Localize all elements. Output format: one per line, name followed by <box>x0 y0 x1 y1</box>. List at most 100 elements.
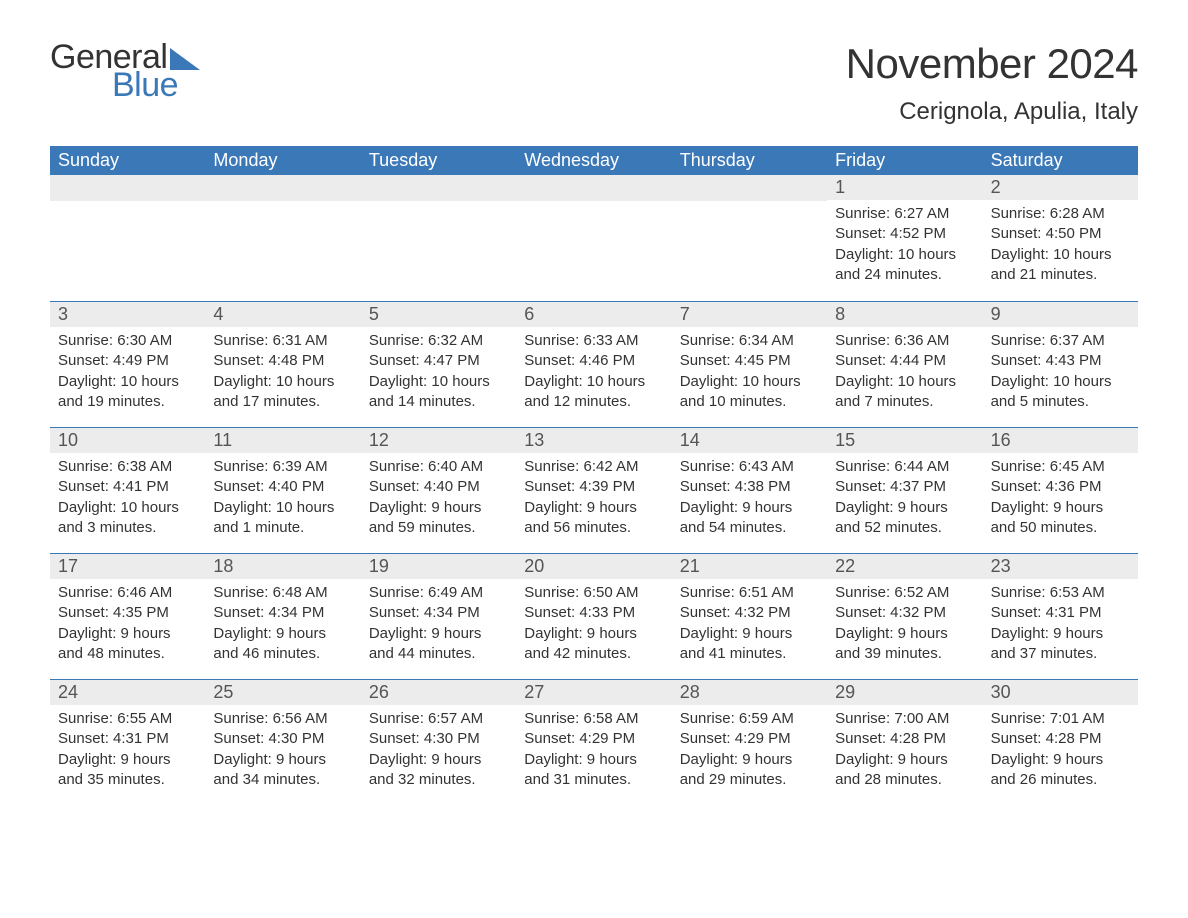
weeks-container: 1Sunrise: 6:27 AMSunset: 4:52 PMDaylight… <box>50 175 1138 805</box>
day-details: Sunrise: 6:51 AMSunset: 4:32 PMDaylight:… <box>672 579 827 672</box>
sunrise-text: Sunrise: 6:52 AM <box>835 583 974 603</box>
location-subtitle: Cerignola, Apulia, Italy <box>846 98 1138 126</box>
sunset-text: Sunset: 4:37 PM <box>835 477 974 497</box>
day-cell: 6Sunrise: 6:33 AMSunset: 4:46 PMDaylight… <box>516 302 671 427</box>
day-details: Sunrise: 6:31 AMSunset: 4:48 PMDaylight:… <box>205 327 360 420</box>
day-details: Sunrise: 6:57 AMSunset: 4:30 PMDaylight:… <box>361 705 516 798</box>
day-cell: 30Sunrise: 7:01 AMSunset: 4:28 PMDayligh… <box>983 680 1138 805</box>
day-cell: 7Sunrise: 6:34 AMSunset: 4:45 PMDaylight… <box>672 302 827 427</box>
day-details: Sunrise: 6:30 AMSunset: 4:49 PMDaylight:… <box>50 327 205 420</box>
day-number: 14 <box>672 428 827 453</box>
daylight-text: Daylight: 9 hours and 34 minutes. <box>213 750 352 791</box>
daylight-text: Daylight: 9 hours and 46 minutes. <box>213 624 352 665</box>
day-details: Sunrise: 6:36 AMSunset: 4:44 PMDaylight:… <box>827 327 982 420</box>
sunrise-text: Sunrise: 6:43 AM <box>680 457 819 477</box>
day-cell: 25Sunrise: 6:56 AMSunset: 4:30 PMDayligh… <box>205 680 360 805</box>
day-number: 13 <box>516 428 671 453</box>
week-row: 10Sunrise: 6:38 AMSunset: 4:41 PMDayligh… <box>50 427 1138 553</box>
daylight-text: Daylight: 10 hours and 19 minutes. <box>58 372 197 413</box>
day-header-monday: Monday <box>205 146 360 175</box>
day-number: 20 <box>516 554 671 579</box>
day-number: 2 <box>983 175 1138 200</box>
day-details: Sunrise: 6:34 AMSunset: 4:45 PMDaylight:… <box>672 327 827 420</box>
sunset-text: Sunset: 4:32 PM <box>680 603 819 623</box>
day-number: 6 <box>516 302 671 327</box>
day-cell: 5Sunrise: 6:32 AMSunset: 4:47 PMDaylight… <box>361 302 516 427</box>
day-details: Sunrise: 6:56 AMSunset: 4:30 PMDaylight:… <box>205 705 360 798</box>
day-details: Sunrise: 6:28 AMSunset: 4:50 PMDaylight:… <box>983 200 1138 293</box>
daylight-text: Daylight: 9 hours and 39 minutes. <box>835 624 974 665</box>
day-number: 30 <box>983 680 1138 705</box>
day-details: Sunrise: 6:39 AMSunset: 4:40 PMDaylight:… <box>205 453 360 546</box>
sunrise-text: Sunrise: 6:50 AM <box>524 583 663 603</box>
sunset-text: Sunset: 4:36 PM <box>991 477 1130 497</box>
day-number: 24 <box>50 680 205 705</box>
sunrise-text: Sunrise: 6:37 AM <box>991 331 1130 351</box>
day-number: 7 <box>672 302 827 327</box>
sunset-text: Sunset: 4:28 PM <box>991 729 1130 749</box>
sunset-text: Sunset: 4:30 PM <box>369 729 508 749</box>
sunset-text: Sunset: 4:41 PM <box>58 477 197 497</box>
daylight-text: Daylight: 10 hours and 17 minutes. <box>213 372 352 413</box>
sunrise-text: Sunrise: 6:30 AM <box>58 331 197 351</box>
sunrise-text: Sunrise: 6:32 AM <box>369 331 508 351</box>
day-cell: 10Sunrise: 6:38 AMSunset: 4:41 PMDayligh… <box>50 428 205 553</box>
day-cell: 24Sunrise: 6:55 AMSunset: 4:31 PMDayligh… <box>50 680 205 805</box>
daylight-text: Daylight: 9 hours and 48 minutes. <box>58 624 197 665</box>
day-number: 28 <box>672 680 827 705</box>
sunset-text: Sunset: 4:40 PM <box>213 477 352 497</box>
title-block: November 2024 Cerignola, Apulia, Italy <box>846 40 1138 126</box>
day-cell: 28Sunrise: 6:59 AMSunset: 4:29 PMDayligh… <box>672 680 827 805</box>
daylight-text: Daylight: 10 hours and 14 minutes. <box>369 372 508 413</box>
day-number: 11 <box>205 428 360 453</box>
sunrise-text: Sunrise: 6:36 AM <box>835 331 974 351</box>
day-header-sunday: Sunday <box>50 146 205 175</box>
sunrise-text: Sunrise: 6:56 AM <box>213 709 352 729</box>
day-header-wednesday: Wednesday <box>516 146 671 175</box>
day-number: 26 <box>361 680 516 705</box>
day-number: 3 <box>50 302 205 327</box>
sunrise-text: Sunrise: 6:59 AM <box>680 709 819 729</box>
day-number <box>205 175 360 201</box>
sunset-text: Sunset: 4:32 PM <box>835 603 974 623</box>
sunset-text: Sunset: 4:31 PM <box>991 603 1130 623</box>
sunrise-text: Sunrise: 6:46 AM <box>58 583 197 603</box>
sunset-text: Sunset: 4:33 PM <box>524 603 663 623</box>
day-details: Sunrise: 7:00 AMSunset: 4:28 PMDaylight:… <box>827 705 982 798</box>
sunrise-text: Sunrise: 6:53 AM <box>991 583 1130 603</box>
day-details: Sunrise: 6:46 AMSunset: 4:35 PMDaylight:… <box>50 579 205 672</box>
day-number: 5 <box>361 302 516 327</box>
daylight-text: Daylight: 9 hours and 54 minutes. <box>680 498 819 539</box>
day-number: 17 <box>50 554 205 579</box>
daylight-text: Daylight: 9 hours and 41 minutes. <box>680 624 819 665</box>
day-header-row: Sunday Monday Tuesday Wednesday Thursday… <box>50 146 1138 175</box>
week-row: 3Sunrise: 6:30 AMSunset: 4:49 PMDaylight… <box>50 301 1138 427</box>
day-cell: 13Sunrise: 6:42 AMSunset: 4:39 PMDayligh… <box>516 428 671 553</box>
day-cell: 26Sunrise: 6:57 AMSunset: 4:30 PMDayligh… <box>361 680 516 805</box>
sunrise-text: Sunrise: 6:51 AM <box>680 583 819 603</box>
day-number: 9 <box>983 302 1138 327</box>
day-details: Sunrise: 6:53 AMSunset: 4:31 PMDaylight:… <box>983 579 1138 672</box>
day-number <box>50 175 205 201</box>
sunset-text: Sunset: 4:34 PM <box>369 603 508 623</box>
day-cell: 21Sunrise: 6:51 AMSunset: 4:32 PMDayligh… <box>672 554 827 679</box>
sunrise-text: Sunrise: 6:27 AM <box>835 204 974 224</box>
day-cell: 11Sunrise: 6:39 AMSunset: 4:40 PMDayligh… <box>205 428 360 553</box>
daylight-text: Daylight: 9 hours and 28 minutes. <box>835 750 974 791</box>
day-cell: 14Sunrise: 6:43 AMSunset: 4:38 PMDayligh… <box>672 428 827 553</box>
daylight-text: Daylight: 10 hours and 1 minute. <box>213 498 352 539</box>
sunset-text: Sunset: 4:35 PM <box>58 603 197 623</box>
sunset-text: Sunset: 4:39 PM <box>524 477 663 497</box>
sunrise-text: Sunrise: 6:40 AM <box>369 457 508 477</box>
sunrise-text: Sunrise: 6:31 AM <box>213 331 352 351</box>
day-details: Sunrise: 6:43 AMSunset: 4:38 PMDaylight:… <box>672 453 827 546</box>
sunset-text: Sunset: 4:38 PM <box>680 477 819 497</box>
sunset-text: Sunset: 4:43 PM <box>991 351 1130 371</box>
day-details: Sunrise: 6:49 AMSunset: 4:34 PMDaylight:… <box>361 579 516 672</box>
sunset-text: Sunset: 4:28 PM <box>835 729 974 749</box>
day-details: Sunrise: 6:42 AMSunset: 4:39 PMDaylight:… <box>516 453 671 546</box>
sunrise-text: Sunrise: 6:58 AM <box>524 709 663 729</box>
sunrise-text: Sunrise: 6:44 AM <box>835 457 974 477</box>
daylight-text: Daylight: 9 hours and 56 minutes. <box>524 498 663 539</box>
daylight-text: Daylight: 9 hours and 35 minutes. <box>58 750 197 791</box>
